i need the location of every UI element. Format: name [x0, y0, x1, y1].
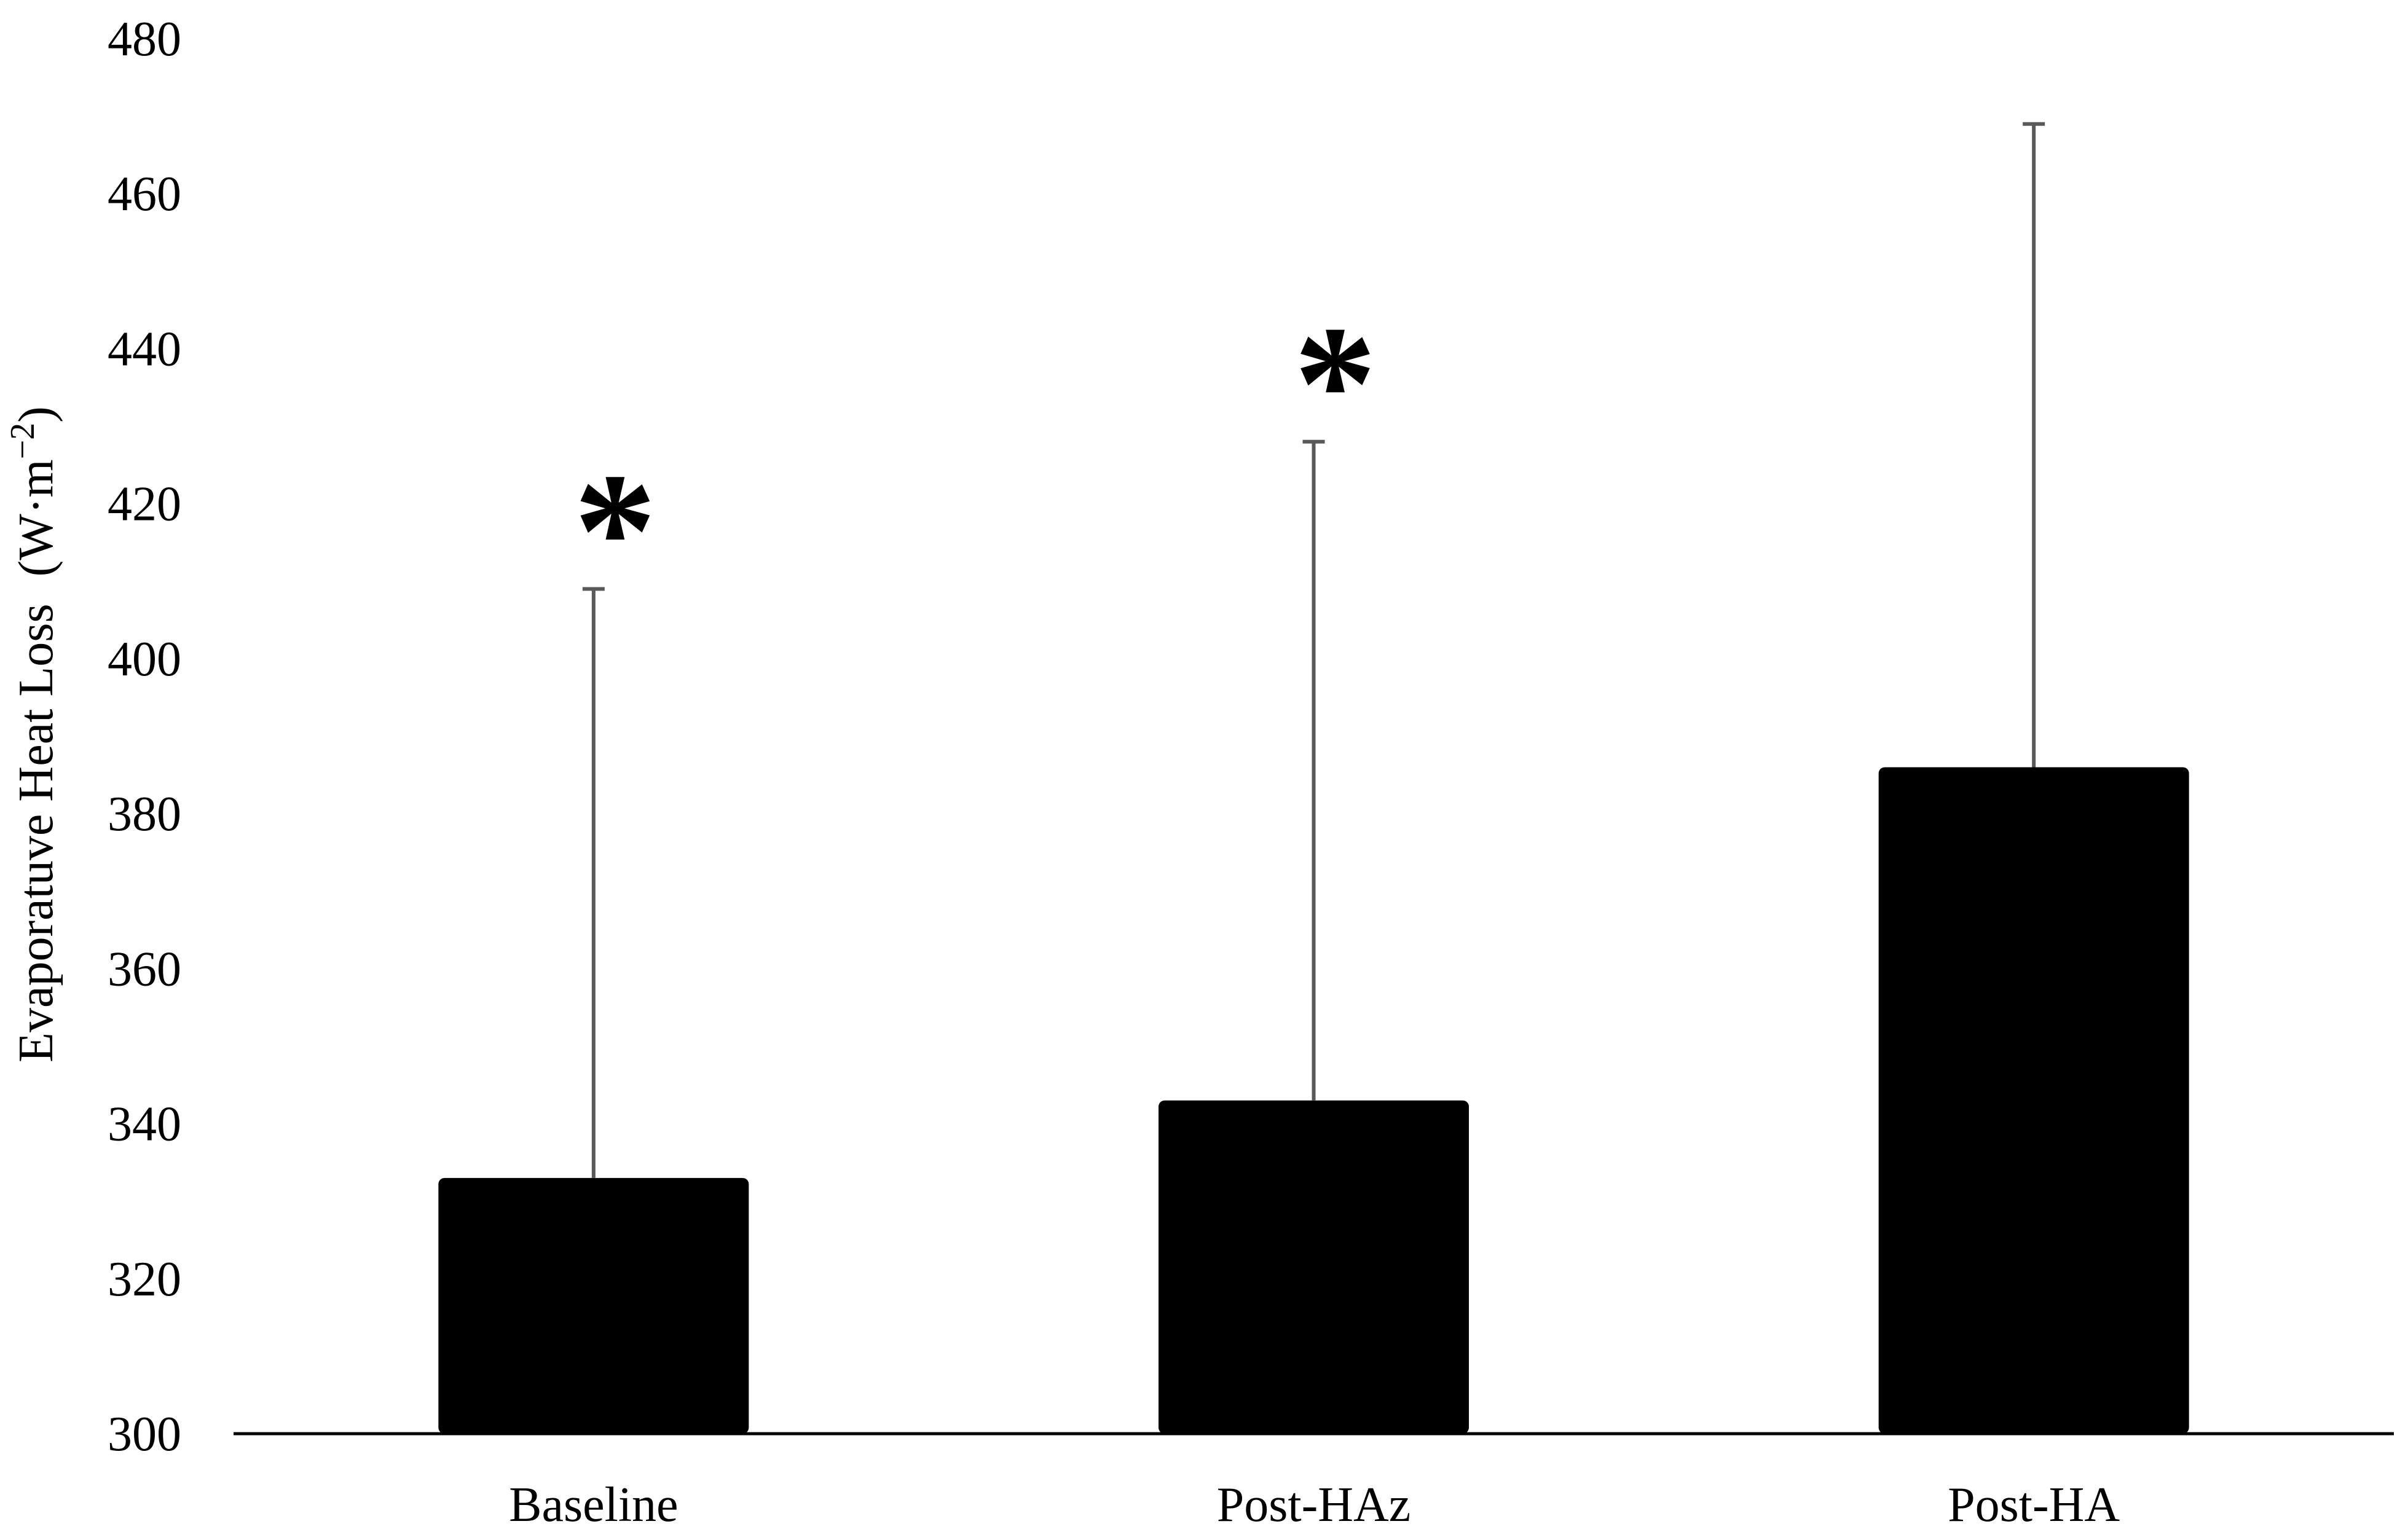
- y-tick-label: 480: [108, 12, 181, 66]
- error-bars: [582, 122, 2045, 1178]
- y-axis-title: Evaporatuve Heat Loss (W·m−2): [4, 406, 63, 1063]
- y-tick-label: 360: [108, 942, 181, 996]
- significance-asterisk: *: [1294, 292, 1377, 476]
- y-tick-label: 300: [108, 1407, 181, 1461]
- category-label: Post-HA: [1948, 1478, 2120, 1532]
- y-tick-label: 380: [108, 787, 181, 841]
- y-tick-label: 440: [108, 322, 181, 376]
- y-tick-label: 460: [108, 167, 181, 221]
- bar: [1159, 1100, 1469, 1434]
- y-tick-label: 320: [108, 1252, 181, 1306]
- bar: [438, 1177, 749, 1434]
- category-label: Post-HAz: [1217, 1478, 1411, 1532]
- y-axis-ticks: 300 320 340 360 380 400 420 440 460 480: [108, 12, 181, 1461]
- bar: [1878, 767, 2189, 1434]
- category-label: Baseline: [509, 1478, 678, 1532]
- significance-asterisk: *: [573, 439, 656, 623]
- significance-marks: **: [573, 292, 1377, 623]
- y-tick-label: 420: [108, 477, 181, 532]
- bars: [438, 767, 2189, 1434]
- y-tick-label: 340: [108, 1098, 181, 1152]
- y-tick-label: 400: [108, 632, 181, 686]
- category-labels: Baseline Post-HAz Post-HA: [509, 1478, 2120, 1532]
